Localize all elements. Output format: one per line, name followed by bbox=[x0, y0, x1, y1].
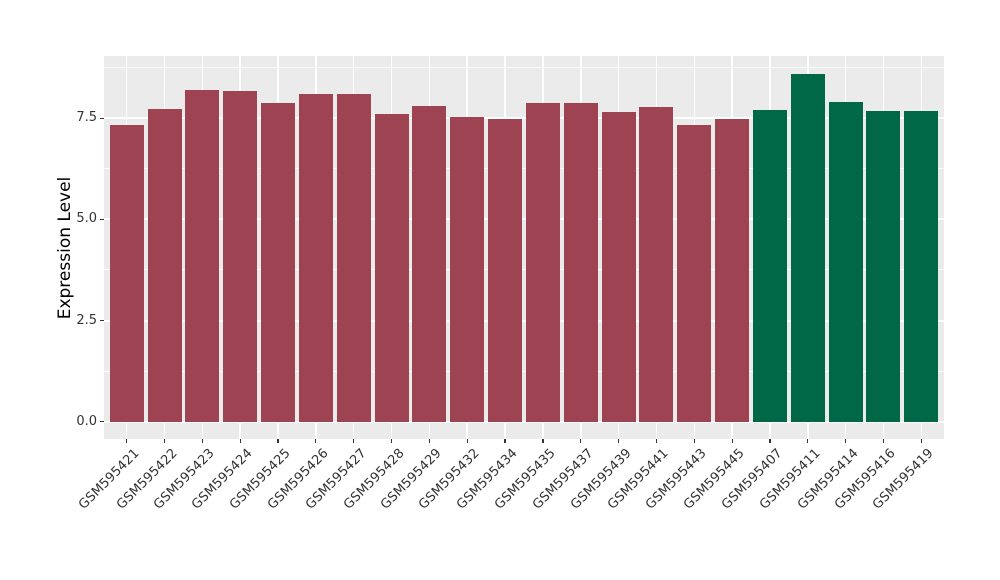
x-tick-mark bbox=[580, 439, 582, 443]
y-tick-label: 5.0 bbox=[76, 211, 97, 227]
x-tick-mark bbox=[277, 439, 279, 443]
bar-GSM595427 bbox=[336, 93, 371, 422]
bar-GSM595437 bbox=[563, 103, 598, 422]
major-gridline bbox=[104, 218, 944, 221]
x-tick-mark bbox=[693, 439, 695, 443]
major-gridline bbox=[104, 319, 944, 322]
x-tick-mark bbox=[845, 439, 847, 443]
x-tick-mark bbox=[769, 439, 771, 443]
minor-gridline bbox=[104, 168, 944, 170]
y-tick-label: 7.5 bbox=[76, 110, 97, 126]
bar-GSM595407 bbox=[752, 109, 787, 422]
bar-GSM595441 bbox=[639, 106, 674, 422]
x-tick-mark bbox=[466, 439, 468, 443]
bar-GSM595428 bbox=[374, 113, 409, 422]
bar-GSM595426 bbox=[298, 94, 333, 422]
major-gridline bbox=[104, 420, 944, 423]
y-tick-label: 0.0 bbox=[76, 413, 97, 429]
x-tick-mark bbox=[655, 439, 658, 443]
bar-GSM595439 bbox=[601, 111, 636, 422]
x-tick-mark bbox=[315, 439, 317, 443]
bar-GSM595434 bbox=[488, 119, 523, 422]
y-tick-mark bbox=[100, 117, 104, 119]
bar-GSM595445 bbox=[715, 119, 750, 422]
x-tick-mark bbox=[504, 439, 506, 443]
bar-GSM595411 bbox=[790, 73, 825, 422]
y-tick-mark bbox=[100, 319, 104, 322]
x-tick-mark bbox=[239, 439, 241, 443]
bar-GSM595414 bbox=[828, 102, 863, 422]
minor-gridline bbox=[104, 370, 944, 372]
x-tick-mark bbox=[163, 439, 166, 443]
x-tick-mark bbox=[882, 439, 885, 443]
x-tick-mark bbox=[542, 439, 544, 443]
x-tick-mark bbox=[126, 439, 128, 443]
bar-GSM595421 bbox=[109, 124, 144, 422]
y-tick-mark bbox=[100, 421, 104, 423]
x-tick-mark bbox=[920, 439, 922, 443]
bar-GSM595429 bbox=[412, 106, 447, 422]
x-tick-mark bbox=[807, 439, 809, 443]
x-tick-mark bbox=[353, 439, 355, 443]
bar-GSM595425 bbox=[261, 102, 296, 422]
x-tick-mark bbox=[731, 439, 733, 443]
bar-GSM595435 bbox=[525, 103, 560, 422]
minor-gridline bbox=[104, 67, 944, 69]
bar-GSM595419 bbox=[904, 111, 939, 422]
bar-GSM595432 bbox=[450, 116, 485, 422]
y-axis-title: Expression Level bbox=[55, 176, 75, 320]
bar-GSM595424 bbox=[223, 91, 258, 422]
x-tick-mark bbox=[390, 439, 393, 443]
x-tick-mark bbox=[617, 439, 620, 443]
y-tick-mark bbox=[100, 218, 104, 220]
y-tick-label: 2.5 bbox=[76, 312, 97, 328]
bar-GSM595443 bbox=[677, 125, 712, 422]
bar-GSM595423 bbox=[185, 89, 220, 422]
bar-GSM595416 bbox=[866, 110, 901, 422]
x-tick-mark bbox=[201, 439, 203, 443]
minor-gridline bbox=[104, 269, 944, 271]
bar-GSM595422 bbox=[147, 109, 182, 422]
x-tick-mark bbox=[428, 439, 430, 443]
major-gridline bbox=[104, 117, 944, 120]
